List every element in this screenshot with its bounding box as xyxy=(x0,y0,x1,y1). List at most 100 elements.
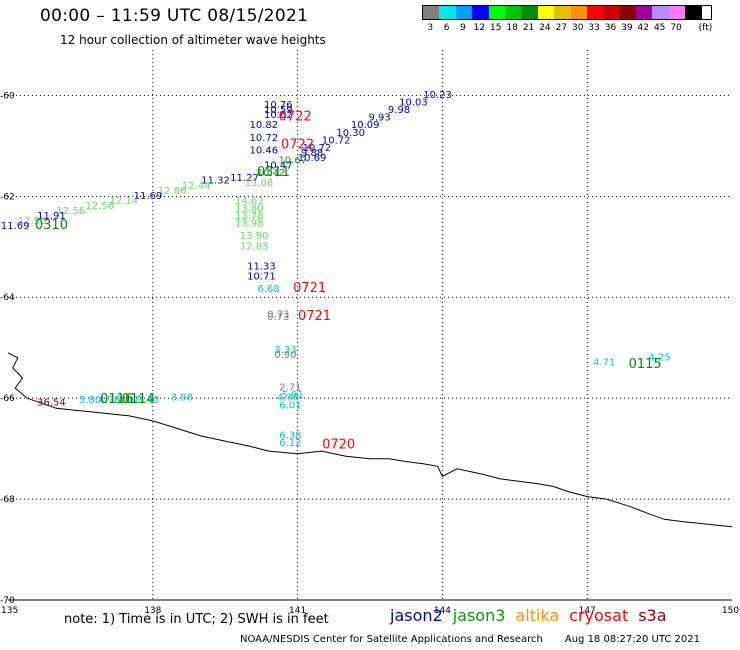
satellite-altika: altika xyxy=(515,606,560,625)
legend-swatch xyxy=(652,6,669,19)
wave-height-label: 13.98 xyxy=(235,219,264,230)
legend-label: 42 xyxy=(637,23,649,33)
legend-swatch xyxy=(423,6,440,19)
lat-tick-label: -60 xyxy=(0,91,15,101)
wave-height-label: 12.83 xyxy=(240,241,269,252)
legend-swatch xyxy=(603,6,620,19)
wave-height-label: 11.91 xyxy=(37,211,66,222)
lon-tick-label: 147 xyxy=(579,606,596,616)
coastline xyxy=(7,352,733,528)
pass-time-label: 0310 xyxy=(35,218,68,233)
wave-height-label: 10.67 xyxy=(278,156,307,167)
legend-label: 12 xyxy=(473,23,486,33)
map-title: 00:00 – 11:59 UTC 08/15/2021 xyxy=(40,6,309,26)
wave-height-label: 11.33 xyxy=(247,261,276,272)
wave-height-label: 12.56 xyxy=(18,216,47,227)
pass-time-label: 0721 xyxy=(293,281,326,296)
wave-height-label: 12.86 xyxy=(158,186,187,197)
wave-height-legend: 3 6 9 12 15 18 21 24 27 30 33 36 39 42 45 70 (ft) xyxy=(422,5,713,33)
wave-height-label: 12.44 xyxy=(182,181,211,192)
footer-note: note: 1) Time is in UTC; 2) SWH is in fe… xyxy=(64,612,329,627)
wave-height-label: 0.73 xyxy=(267,309,289,320)
wave-height-label: 3.98 xyxy=(171,393,193,404)
lat-tick-label: -70 xyxy=(0,596,15,606)
wave-height-label: 4.25 xyxy=(648,352,670,363)
wave-height-label: 6.12 xyxy=(279,438,301,449)
legend-label: 45 xyxy=(653,23,666,33)
legend-label: 3 xyxy=(427,23,434,33)
generated-timestamp: Aug 18 08:27:20 UTC 2021 xyxy=(564,634,701,645)
pass-time-label: 0311 xyxy=(257,165,290,180)
wave-height-label: 4.36 xyxy=(277,393,299,404)
wave-height-label: 3.33 xyxy=(274,345,296,356)
wave-height-label: 4.71 xyxy=(593,357,615,368)
wave-height-label: 3.40 xyxy=(137,395,159,406)
wave-height-label: 10.59 xyxy=(264,105,293,116)
wave-height-label: 10.76 xyxy=(264,100,293,111)
satellite-s3a: s3a xyxy=(638,606,667,625)
legend-swatch xyxy=(537,6,555,19)
legend-label: 24 xyxy=(539,23,551,33)
pass-time-label: 0116 xyxy=(100,392,133,407)
satellite-cryosat: cryosat xyxy=(569,606,629,625)
wave-height-label: 0.90 xyxy=(274,350,296,361)
wave-height-label: 6.01 xyxy=(279,400,301,411)
pass-time-label: 0722 xyxy=(279,110,312,125)
legend-labels: 3 6 9 12 15 18 21 24 27 30 33 36 39 42 45 70 (ft) xyxy=(422,23,712,33)
legend-label: 30 xyxy=(571,23,584,33)
legend-swatch xyxy=(554,6,571,19)
lon-tick-label: 144 xyxy=(434,606,451,616)
lon-tick-label: 150 xyxy=(722,606,739,616)
legend-swatch xyxy=(455,6,473,19)
wave-height-label: 9.93 xyxy=(369,113,391,124)
legend-label: 21 xyxy=(522,23,535,33)
pass-time-label: 0722 xyxy=(281,137,314,152)
legend-label: 70 xyxy=(670,23,682,33)
legend-swatch xyxy=(521,6,538,19)
wave-height-label: 5.91 xyxy=(282,390,304,401)
pass-time-label: 0115 xyxy=(629,357,662,372)
wave-height-label: 5.80 xyxy=(79,395,101,406)
lat-tick-label: -62 xyxy=(0,192,15,202)
footer-credit: NOAA/NESDIS Center for Satellite Applica… xyxy=(240,634,700,645)
satellite-jason2: jason2 xyxy=(390,606,443,625)
wave-height-label: 10.72 xyxy=(303,143,332,154)
coastline-path xyxy=(7,352,733,528)
wave-height-label: 9.98 xyxy=(388,105,410,116)
lat-tick-label: -64 xyxy=(0,293,15,303)
legend-swatch xyxy=(619,6,637,19)
wave-height-label: 12.56 xyxy=(85,201,114,212)
wave-height-label: 10.09 xyxy=(351,120,380,131)
legend-swatch xyxy=(636,6,653,19)
legend-label: 9 xyxy=(460,23,466,33)
wave-height-label: 4.76 xyxy=(98,395,120,406)
wave-height-label: 11.27 xyxy=(230,173,259,184)
wave-height-label: 10.23 xyxy=(423,90,452,101)
legend-label: 36 xyxy=(604,23,617,33)
legend-swatch xyxy=(504,6,522,19)
wave-height-label: 13.90 xyxy=(240,231,269,242)
wave-height-label: 10.82 xyxy=(249,120,278,131)
wave-height-label: 10.03 xyxy=(399,98,428,109)
wave-height-label: 6.38 xyxy=(279,431,301,442)
wave-height-label: 9.88 xyxy=(301,148,323,159)
legend-label: 27 xyxy=(555,23,568,33)
legend-label: 33 xyxy=(588,23,600,33)
wave-height-label: 10.72 xyxy=(322,135,351,146)
lon-tick-label: 138 xyxy=(144,606,161,616)
legend-label: 18 xyxy=(506,23,518,33)
wave-height-label: 13.06 xyxy=(245,178,274,189)
pass-time-label: 0720 xyxy=(322,438,355,453)
legend-label: 39 xyxy=(621,23,633,33)
wave-height-label: 10.62 xyxy=(264,110,293,121)
wave-height-label: 12.14 xyxy=(110,196,139,207)
satellite-jason3: jason3 xyxy=(452,606,506,625)
graticule xyxy=(8,50,732,600)
wave-height-label: 11.69 xyxy=(134,191,163,202)
legend-swatches xyxy=(422,5,713,20)
wave-height-label: 11.32 xyxy=(201,176,230,187)
legend-swatch xyxy=(439,6,456,19)
